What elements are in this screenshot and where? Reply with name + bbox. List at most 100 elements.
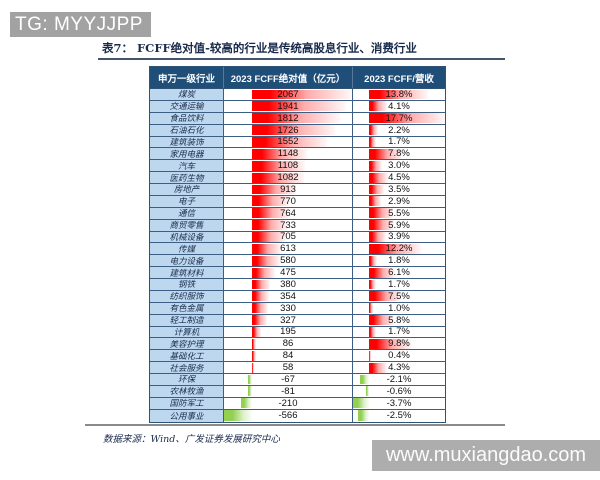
fcff-ratio-bar bbox=[368, 101, 387, 112]
table-row: 公用事业 -566 -2.5% bbox=[150, 409, 445, 422]
header-fcff-ratio: 2023 FCFF/营收 bbox=[364, 73, 434, 85]
industry-label: 纺织服饰 bbox=[150, 290, 224, 302]
fcff-abs-cell: 380 bbox=[224, 279, 353, 290]
fcff-ratio-bar bbox=[368, 255, 377, 266]
fcff-abs-value: 58 bbox=[282, 362, 294, 373]
fcff-abs-value: 195 bbox=[280, 326, 296, 338]
fcff-ratio-cell: -0.6% bbox=[353, 385, 445, 397]
fcff-ratio-value: 4.1% bbox=[388, 100, 410, 112]
fcff-abs-cell: 580 bbox=[224, 255, 353, 267]
fcff-abs-value: 1941 bbox=[277, 100, 299, 112]
fcff-abs-bar bbox=[251, 89, 352, 100]
fcff-ratio-value: 17.7% bbox=[385, 112, 413, 124]
fcff-ratio-value: 4.3% bbox=[388, 362, 410, 373]
table-row: 房地产 913 3.5% bbox=[150, 184, 445, 196]
fcff-ratio-cell: 3.9% bbox=[353, 231, 445, 243]
fcff-abs-value: 327 bbox=[280, 314, 296, 326]
fcff-ratio-bar bbox=[368, 220, 395, 230]
industry-label: 汽车 bbox=[150, 160, 224, 172]
fcff-abs-bar bbox=[251, 362, 255, 373]
fcff-abs-cell: 613 bbox=[224, 243, 353, 255]
footer-divider bbox=[85, 424, 505, 426]
fcff-ratio-value: 1.7% bbox=[388, 136, 410, 148]
table-row: 建筑材料 475 6.1% bbox=[150, 267, 445, 279]
fcff-abs-value: -67 bbox=[281, 374, 295, 385]
fcff-abs-bar bbox=[251, 315, 268, 325]
fcff-ratio-value: 12.2% bbox=[385, 243, 413, 255]
fcff-abs-cell: 913 bbox=[224, 184, 353, 195]
fcff-ratio-bar bbox=[368, 208, 393, 219]
fcff-abs-bar bbox=[251, 113, 340, 124]
fcff-ratio-cell: 6.1% bbox=[353, 267, 445, 278]
fcff-abs-bar bbox=[251, 327, 261, 337]
industry-label: 环保 bbox=[150, 374, 224, 385]
fcff-abs-value: -210 bbox=[278, 397, 298, 409]
fcff-ratio-cell: 1.7% bbox=[353, 136, 445, 148]
fcff-abs-value: 380 bbox=[280, 279, 296, 290]
fcff-abs-cell: 1082 bbox=[224, 172, 353, 183]
fcff-abs-cell: 705 bbox=[224, 231, 353, 243]
industry-label: 农林牧渔 bbox=[150, 385, 224, 397]
fcff-ratio-bar bbox=[368, 232, 386, 242]
fcff-ratio-bar bbox=[368, 148, 403, 159]
table-row: 传媒 613 12.2% bbox=[150, 243, 445, 256]
table-row: 医药生物 1082 4.5% bbox=[150, 172, 445, 184]
fcff-ratio-value: 0.4% bbox=[388, 350, 410, 362]
fcff-abs-value: 354 bbox=[280, 290, 296, 302]
fcff-abs-cell: -67 bbox=[224, 374, 353, 385]
fcff-abs-bar bbox=[251, 208, 289, 219]
fcff-ratio-value: -3.7% bbox=[386, 397, 412, 409]
fcff-abs-bar bbox=[251, 172, 305, 183]
fcff-abs-cell: -81 bbox=[224, 385, 353, 397]
fcff-ratio-cell: 17.7% bbox=[353, 112, 445, 124]
fcff-ratio-cell: 1.7% bbox=[353, 279, 445, 290]
fcff-ratio-value: 4.5% bbox=[388, 172, 410, 183]
data-source: 数据来源：Wind、广发证券发展研究中心 bbox=[103, 434, 280, 445]
fcff-abs-bar bbox=[251, 232, 286, 242]
fcff-abs-cell: 1552 bbox=[224, 136, 353, 148]
fcff-abs-cell: 354 bbox=[224, 290, 353, 302]
fcff-ratio-bar bbox=[368, 338, 412, 349]
fcff-abs-bar bbox=[251, 148, 308, 159]
fcff-ratio-cell: 0.4% bbox=[353, 350, 445, 362]
table-row: 钢铁 380 1.7% bbox=[150, 279, 445, 291]
fcff-abs-cell: 86 bbox=[224, 338, 353, 350]
fcff-ratio-bar bbox=[368, 113, 445, 124]
table-title: 表7： FCFF绝对值-较高的行业是传统高股息行业、消费行业 bbox=[102, 41, 417, 55]
fcff-abs-bar bbox=[241, 398, 252, 409]
fcff-abs-value: 1082 bbox=[277, 172, 299, 183]
fcff-ratio-value: 13.8% bbox=[385, 89, 413, 100]
fcff-abs-bar bbox=[251, 184, 296, 195]
fcff-ratio-value: 1.0% bbox=[388, 302, 410, 314]
fcff-ratio-value: 2.9% bbox=[388, 195, 410, 207]
fcff-abs-bar bbox=[251, 101, 346, 112]
fcff-abs-value: 764 bbox=[280, 207, 296, 219]
fcff-ratio-cell: 7.5% bbox=[353, 290, 445, 302]
fcff-abs-bar bbox=[251, 338, 256, 349]
fcff-abs-value: 1812 bbox=[277, 112, 299, 124]
fcff-ratio-cell: 5.5% bbox=[353, 207, 445, 219]
fcff-ratio-value: 3.5% bbox=[388, 184, 410, 195]
fcff-abs-cell: 475 bbox=[224, 267, 353, 278]
fcff-ratio-value: 6.1% bbox=[388, 267, 410, 278]
fcff-ratio-cell: 9.8% bbox=[353, 338, 445, 350]
fcff-abs-bar bbox=[251, 160, 306, 171]
industry-label: 交通运输 bbox=[150, 100, 224, 112]
industry-label: 房地产 bbox=[150, 184, 224, 195]
fcff-abs-cell: 195 bbox=[224, 326, 353, 338]
fcff-abs-cell: -566 bbox=[224, 409, 353, 422]
fcff-ratio-value: 1.7% bbox=[388, 326, 410, 338]
fcff-abs-bar bbox=[251, 279, 270, 290]
fcff-ratio-cell: 5.9% bbox=[353, 219, 445, 231]
fcff-ratio-value: 2.2% bbox=[388, 124, 410, 136]
industry-label: 钢铁 bbox=[150, 279, 224, 290]
fcff-ratio-cell: 4.1% bbox=[353, 100, 445, 112]
fcff-abs-cell: 1812 bbox=[224, 112, 353, 124]
industry-label: 国防军工 bbox=[150, 397, 224, 409]
fcff-abs-bar bbox=[251, 243, 282, 254]
table-body: 煤炭 2067 13.8% 交通运输 1941 4.1% 食品饮料 1812 17.7% 石油石化… bbox=[150, 89, 445, 422]
industry-label: 社会服务 bbox=[150, 362, 224, 373]
industry-label: 轻工制造 bbox=[150, 314, 224, 326]
table-row: 环保 -67 -2.1% bbox=[150, 374, 445, 386]
